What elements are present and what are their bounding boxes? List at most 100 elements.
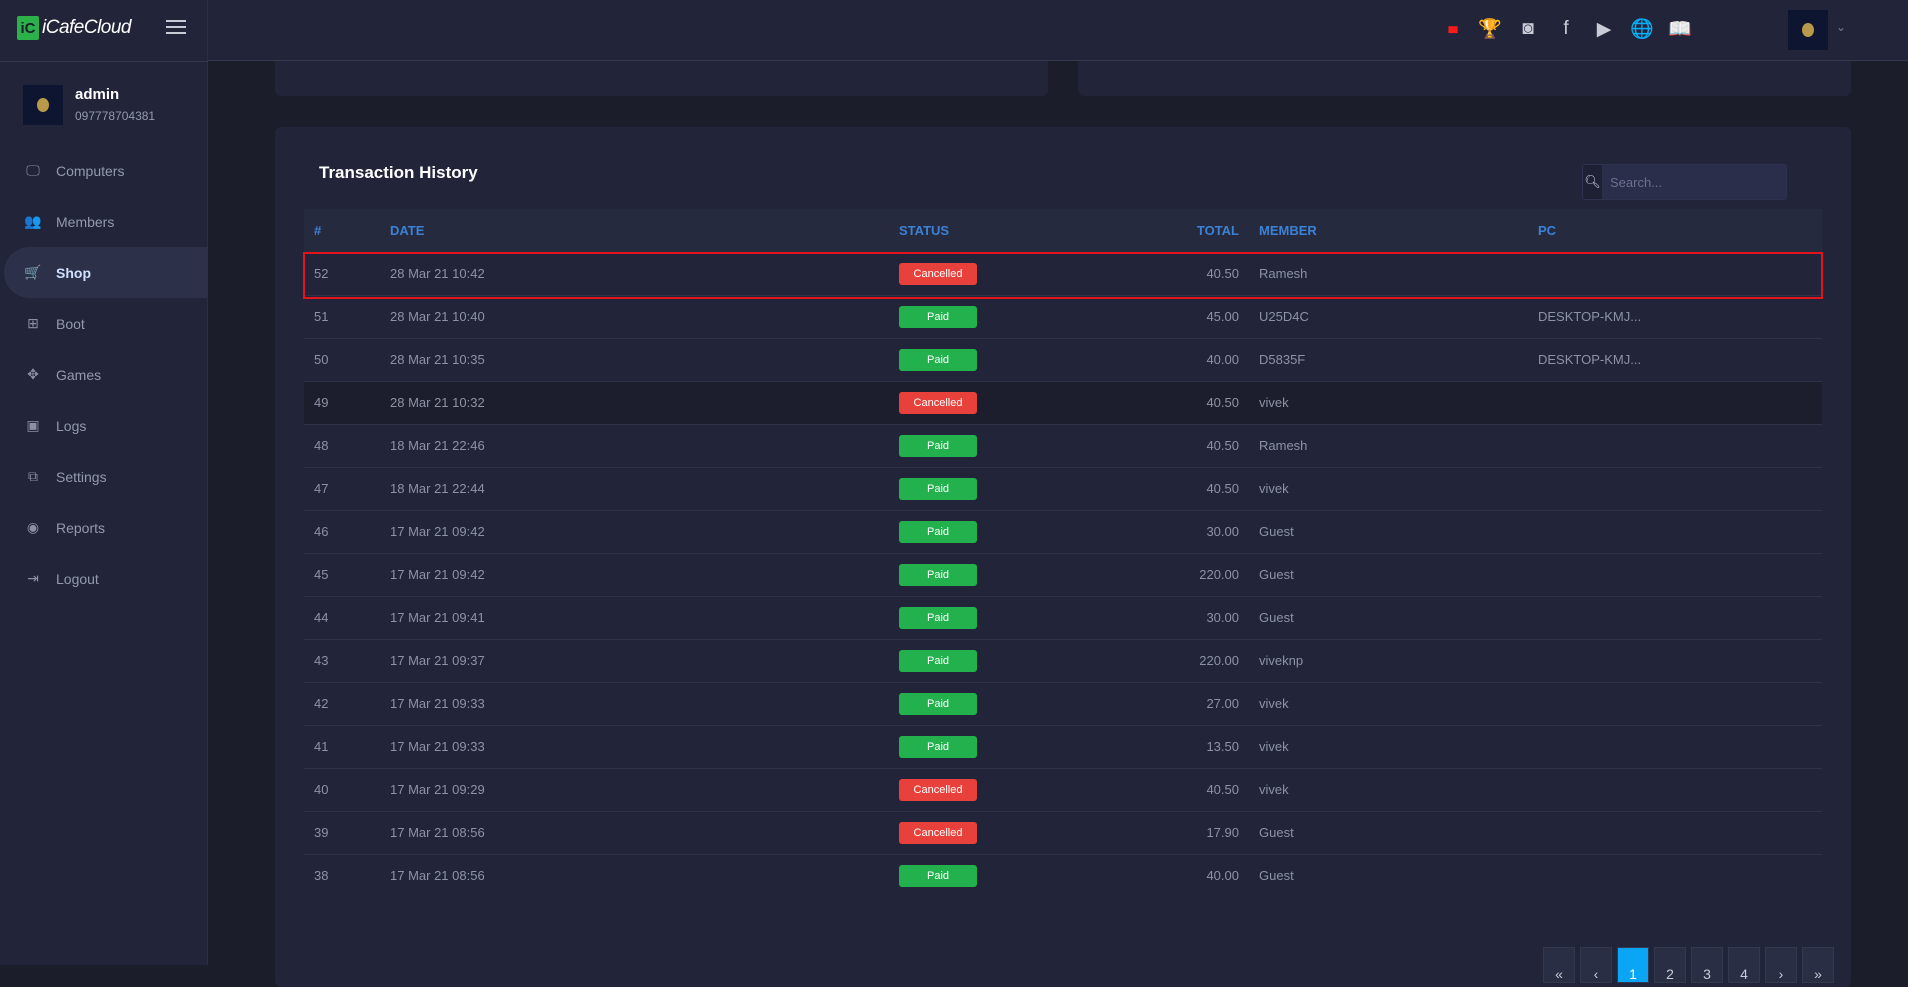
table-row[interactable]: 40 17 Mar 21 09:29 Cancelled 40.50 vivek [304,767,1822,811]
discord-icon[interactable]: ◙ [1522,18,1534,39]
sidebar-item-computers[interactable]: 🖵 Computers [0,145,208,196]
sidebar-item-label: Members [56,213,115,230]
ranking-icon[interactable]: ▮▮▮ [1447,23,1459,34]
sidebar-item-logout[interactable]: ⇥ Logout [0,553,208,604]
status-badge: Cancelled [899,262,977,285]
page-button[interactable]: 3 [1691,947,1723,983]
cell-total: 17.90 [1099,810,1259,854]
table-row[interactable]: 44 17 Mar 21 09:41 Paid 30.00 Guest [304,595,1822,639]
header-col-id[interactable]: # [304,209,390,252]
page-button[interactable]: 1 [1617,947,1649,983]
menu-toggle-icon[interactable] [166,20,186,34]
cell-date: 17 Mar 21 08:56 [390,810,899,854]
chevron-down-icon[interactable]: ⌄ [1836,20,1847,34]
sidebar-item-boot[interactable]: ⊞ Boot [0,298,208,349]
table-row[interactable]: 42 17 Mar 21 09:33 Paid 27.00 vivek [304,681,1822,725]
logo[interactable]: iC iCafeCloud [17,16,132,40]
table-row[interactable]: 48 18 Mar 21 22:46 Paid 40.50 Ramesh [304,423,1822,467]
sidebar-item-games[interactable]: ✥ Games [0,349,208,400]
cell-pc [1538,853,1822,897]
cell-member: D5835F [1259,337,1538,381]
cell-id: 50 [304,337,390,381]
transaction-history-card: Transaction History 🔍︎ #DATESTATUSTOTALM… [275,127,1851,987]
cell-date: 28 Mar 21 10:42 [390,251,899,295]
cell-status: Paid [899,853,1099,897]
cell-total: 220.00 [1099,552,1259,596]
cell-status: Paid [899,724,1099,768]
sidebar-item-label: Settings [56,468,107,485]
table-row[interactable]: 43 17 Mar 21 09:37 Paid 220.00 viveknp [304,638,1822,682]
cell-pc [1538,638,1822,682]
youtube-icon[interactable]: ▶ [1596,18,1612,40]
cell-pc [1538,810,1822,854]
cell-total: 40.50 [1099,423,1259,467]
gamepad-icon: ✥ [27,366,39,382]
search-box: 🔍︎ [1582,164,1787,200]
cell-date: 28 Mar 21 10:40 [390,294,899,338]
cell-date: 17 Mar 21 09:33 [390,681,899,725]
logout-icon: ⇥ [27,570,39,586]
sidebar-item-reports[interactable]: ◉ Reports [0,502,208,553]
status-badge: Paid [899,649,977,672]
table-row[interactable]: 39 17 Mar 21 08:56 Cancelled 17.90 Guest [304,810,1822,854]
cell-id: 40 [304,767,390,811]
globe-icon[interactable]: 🌐 [1630,19,1654,40]
cell-pc [1538,595,1822,639]
table-row[interactable]: 52 28 Mar 21 10:42 Cancelled 40.50 Ramesh [304,251,1822,295]
sidebar-item-logs[interactable]: ▣ Logs [0,400,208,451]
table-row[interactable]: 47 18 Mar 21 22:44 Paid 40.50 vivek [304,466,1822,510]
cell-id: 44 [304,595,390,639]
table-row[interactable]: 50 28 Mar 21 10:35 Paid 40.00 D5835F DESKTOP-… [304,337,1822,381]
status-badge: Paid [899,735,977,758]
card-title: Transaction History [319,163,478,182]
page-button[interactable]: › [1765,947,1797,983]
status-badge: Paid [899,692,977,715]
cell-status: Cancelled [899,810,1099,854]
cell-member: U25D4C [1259,294,1538,338]
user-phone: 097778704381 [75,109,156,123]
table-row[interactable]: 41 17 Mar 21 09:33 Paid 13.50 vivek [304,724,1822,768]
header-col-member[interactable]: MEMBER [1259,209,1538,252]
cell-date: 17 Mar 21 09:41 [390,595,899,639]
cell-pc [1538,724,1822,768]
sidebar-item-label: Games [56,366,102,383]
page-button[interactable]: » [1802,947,1834,983]
table-row[interactable]: 49 28 Mar 21 10:32 Cancelled 40.50 vivek [304,380,1822,424]
page-button[interactable]: 4 [1728,947,1760,983]
book-icon[interactable]: 📖 [1668,19,1692,40]
sidebar-nav: 🖵 Computers 👥 Members 🛒 Shop ⊞ Boot ✥ Games ▣ Logs ⧉… [0,145,208,604]
table-row[interactable]: 46 17 Mar 21 09:42 Paid 30.00 Guest [304,509,1822,553]
table-row[interactable]: 45 17 Mar 21 09:42 Paid 220.00 Guest [304,552,1822,596]
sidebar-item-settings[interactable]: ⧉ Settings [0,451,208,502]
topbar [208,0,1908,61]
logo-mark: iC [17,16,39,40]
page-button[interactable]: ‹ [1580,947,1612,983]
search-input[interactable] [1602,165,1786,199]
cell-pc [1538,681,1822,725]
cell-id: 45 [304,552,390,596]
header-col-date[interactable]: DATE [390,209,899,252]
cell-member: Guest [1259,853,1538,897]
cell-total: 45.00 [1099,294,1259,338]
sidebar-item-label: Computers [56,162,125,179]
table-row[interactable]: 51 28 Mar 21 10:40 Paid 45.00 U25D4C DESKTOP-… [304,294,1822,338]
cell-pc [1538,509,1822,553]
sidebar-item-members[interactable]: 👥 Members [0,196,208,247]
cell-member: Ramesh [1259,423,1538,467]
cell-member: Ramesh [1259,251,1538,295]
cell-status: Paid [899,552,1099,596]
cell-total: 13.50 [1099,724,1259,768]
page-button[interactable]: « [1543,947,1575,983]
header-col-pc[interactable]: PC [1538,209,1822,252]
trophy-icon[interactable]: 🏆 [1478,19,1502,40]
account-avatar[interactable] [1788,10,1828,50]
sidebar-item-shop[interactable]: 🛒 Shop [4,247,208,298]
cell-date: 17 Mar 21 09:37 [390,638,899,682]
page-button[interactable]: 2 [1654,947,1686,983]
cell-status: Paid [899,294,1099,338]
header-col-status[interactable]: STATUS [899,209,1099,252]
facebook-icon[interactable]: f [1563,18,1569,39]
header-col-total[interactable]: TOTAL [1099,209,1259,252]
search-icon[interactable]: 🔍︎ [1583,165,1602,199]
table-row[interactable]: 38 17 Mar 21 08:56 Paid 40.00 Guest [304,853,1822,897]
